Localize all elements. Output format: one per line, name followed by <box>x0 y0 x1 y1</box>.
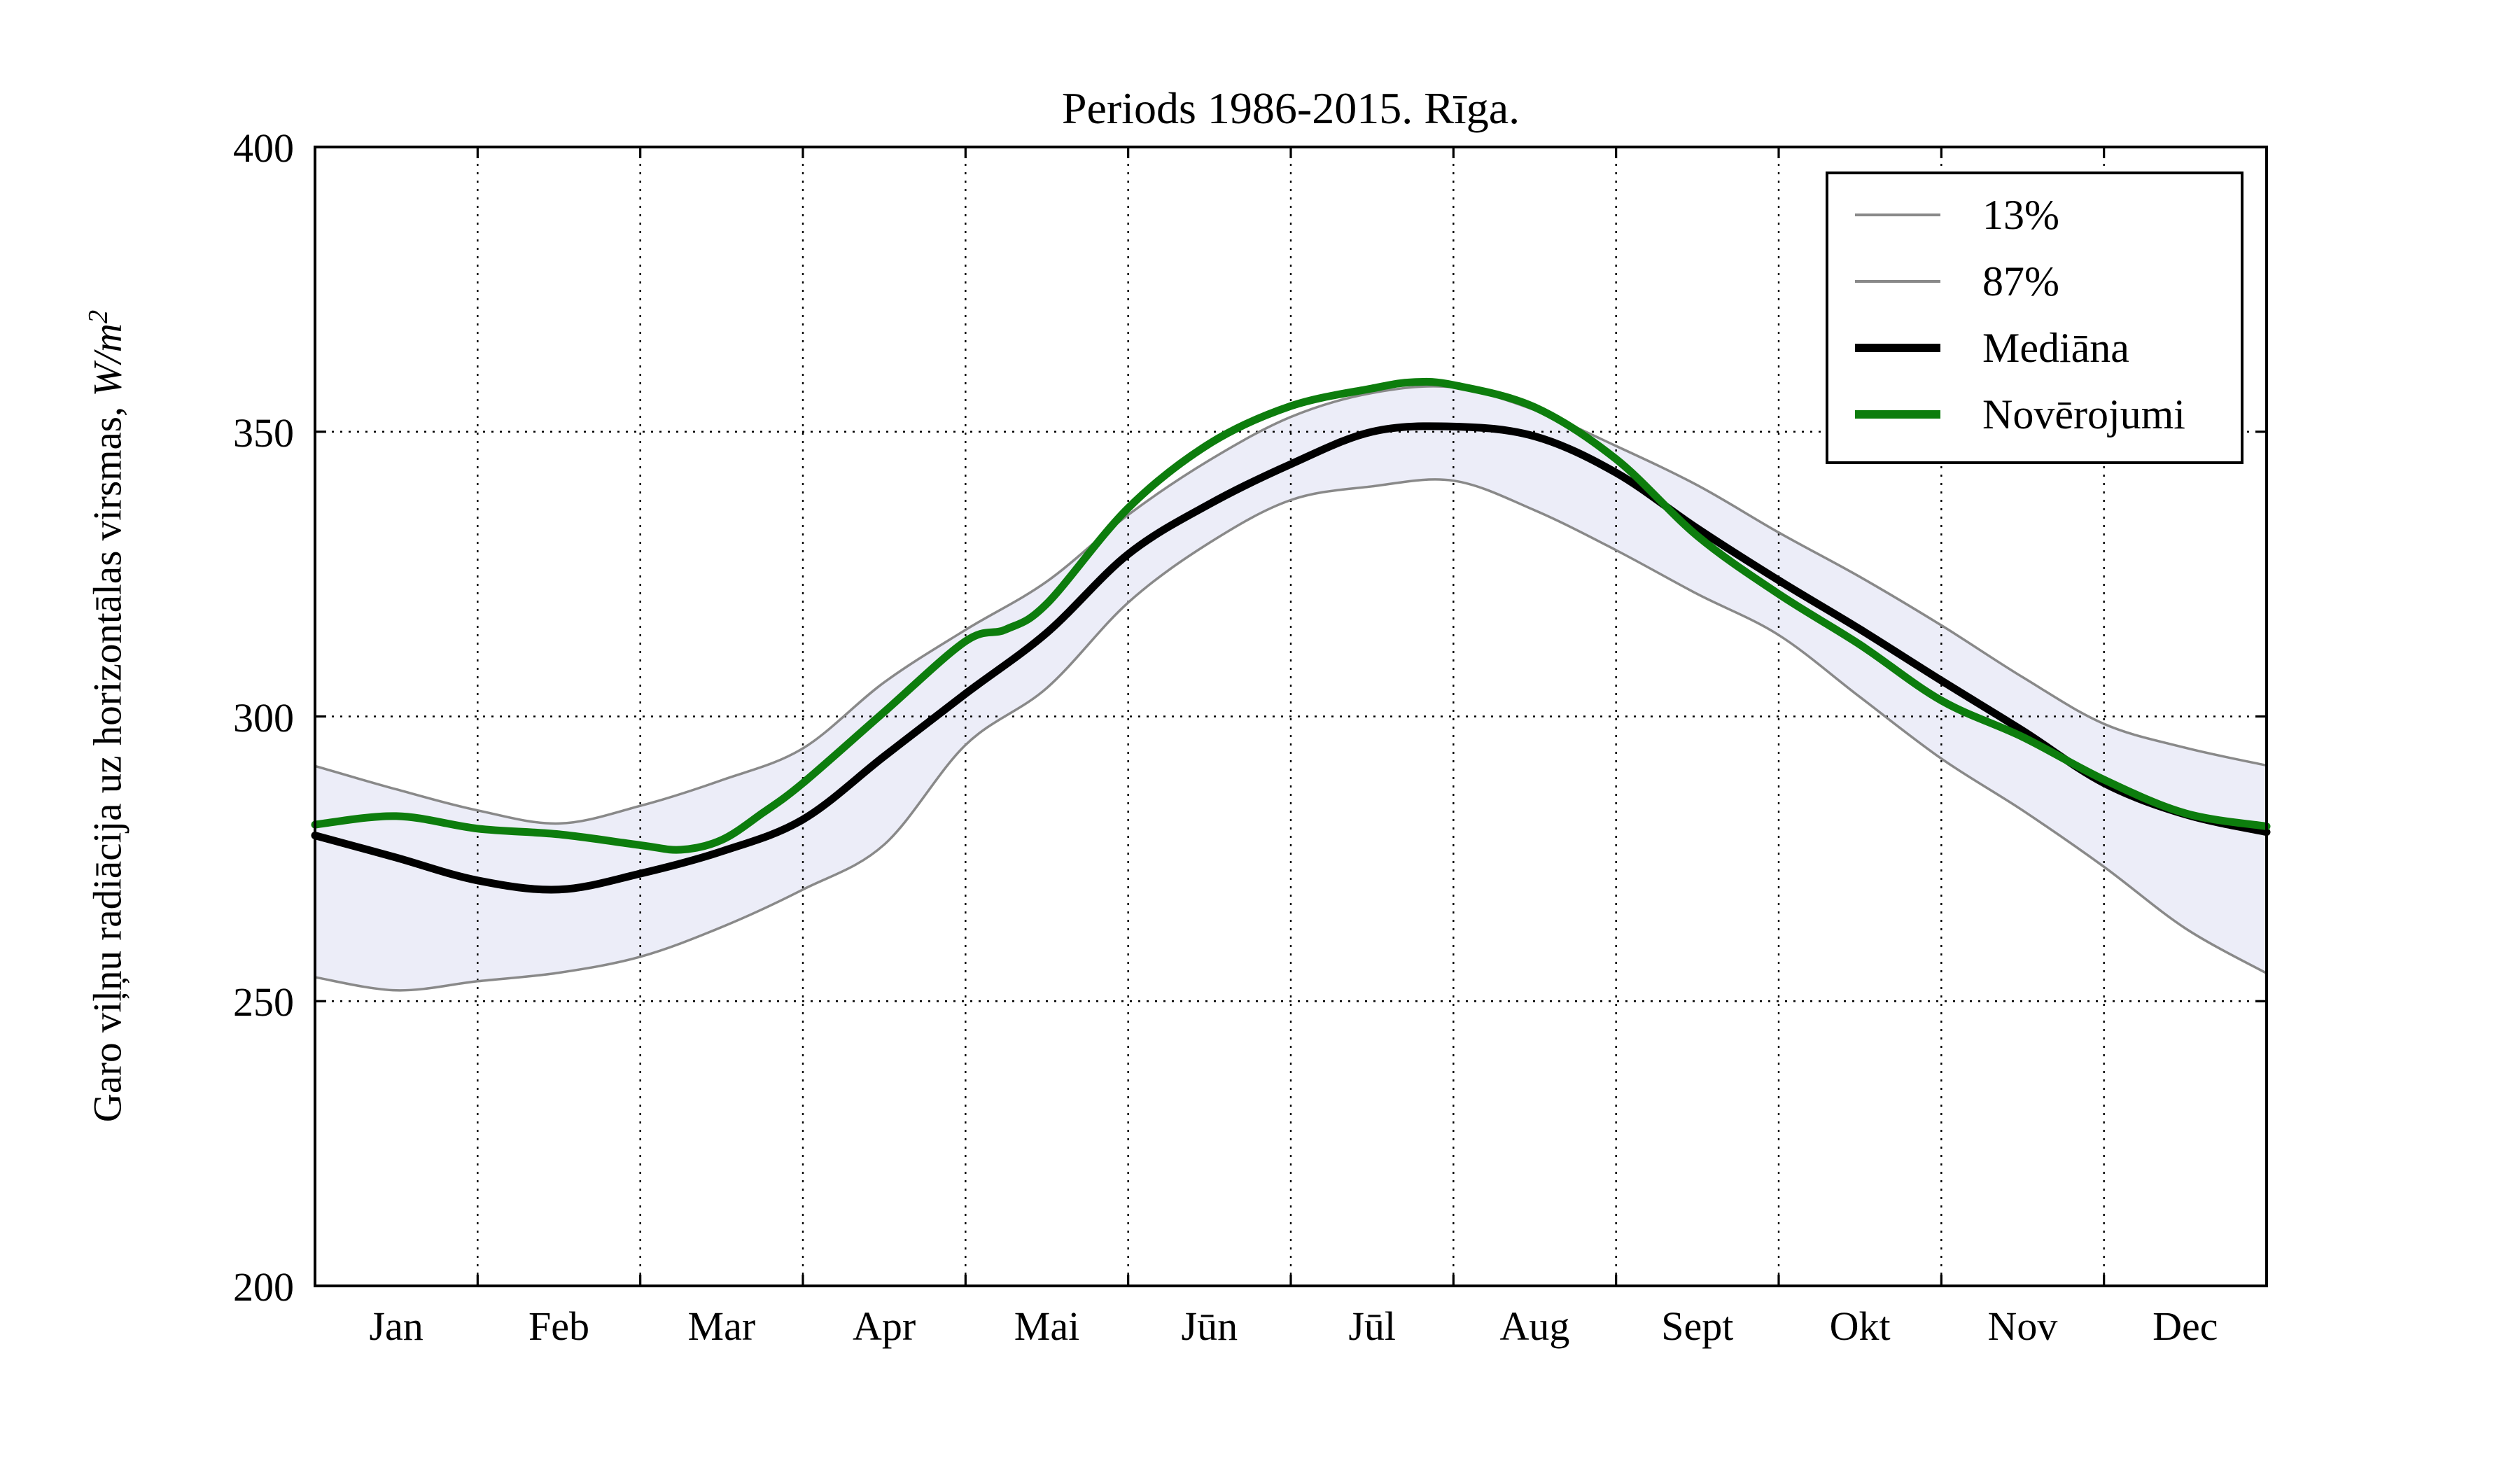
x-tick-label: Dec <box>2152 1303 2218 1349</box>
x-tick-label: Nov <box>1987 1303 2058 1349</box>
series-87pct-line <box>314 385 2268 825</box>
legend: 13% 87% Mediāna Novērojumi <box>1826 172 2244 464</box>
legend-label: 13% <box>1982 191 2059 238</box>
y-axis-label-exponent: 2 <box>83 309 113 324</box>
percentile-band <box>315 386 2267 990</box>
y-axis-label-math: W/m <box>85 323 130 397</box>
legend-label: 87% <box>1982 258 2059 304</box>
series-mediana-line <box>311 422 2271 894</box>
y-tick-label: 400 <box>233 125 294 171</box>
x-tick-label: Mai <box>1014 1303 1080 1349</box>
series-13pct-line <box>314 478 2268 992</box>
legend-entry: 87% <box>1828 248 2241 314</box>
legend-line-swatch <box>1855 410 1940 419</box>
x-tick-label: Apr <box>853 1303 916 1349</box>
legend-entry: 13% <box>1828 181 2241 248</box>
y-axis-label: Garo viļņu radiācija uz horizontālas vir… <box>83 310 131 1123</box>
legend-label: Mediāna <box>1982 324 2129 371</box>
y-tick-label: 300 <box>233 694 294 741</box>
y-axis-label-text: Garo viļņu radiācija uz horizontālas vir… <box>85 396 130 1123</box>
legend-line-swatch <box>1855 343 1940 352</box>
x-tick-label: Jan <box>369 1303 424 1349</box>
legend-line-swatch <box>1855 279 1940 283</box>
x-tick-label: Sept <box>1661 1303 1734 1349</box>
chart-title: Periods 1986-2015. Rīga. <box>1061 83 1520 133</box>
legend-label: Novērojumi <box>1982 391 2185 438</box>
plot-frame <box>314 146 2268 1287</box>
y-tick-label: 250 <box>233 979 294 1026</box>
y-tick-label: 350 <box>233 410 294 456</box>
legend-line-swatch <box>1855 213 1940 216</box>
x-tick-label: Jūl <box>1348 1303 1396 1349</box>
legend-entry: Novērojumi <box>1828 381 2241 447</box>
y-tick-label: 200 <box>233 1264 294 1310</box>
x-tick-label: Mar <box>687 1303 756 1349</box>
legend-entry: Mediāna <box>1828 314 2241 381</box>
x-tick-label: Aug <box>1499 1303 1570 1349</box>
x-tick-label: Jūn <box>1181 1303 1238 1349</box>
x-tick-label: Okt <box>1829 1303 1891 1349</box>
x-tick-label: Feb <box>528 1303 589 1349</box>
series-noverojumi-line <box>311 377 2271 854</box>
